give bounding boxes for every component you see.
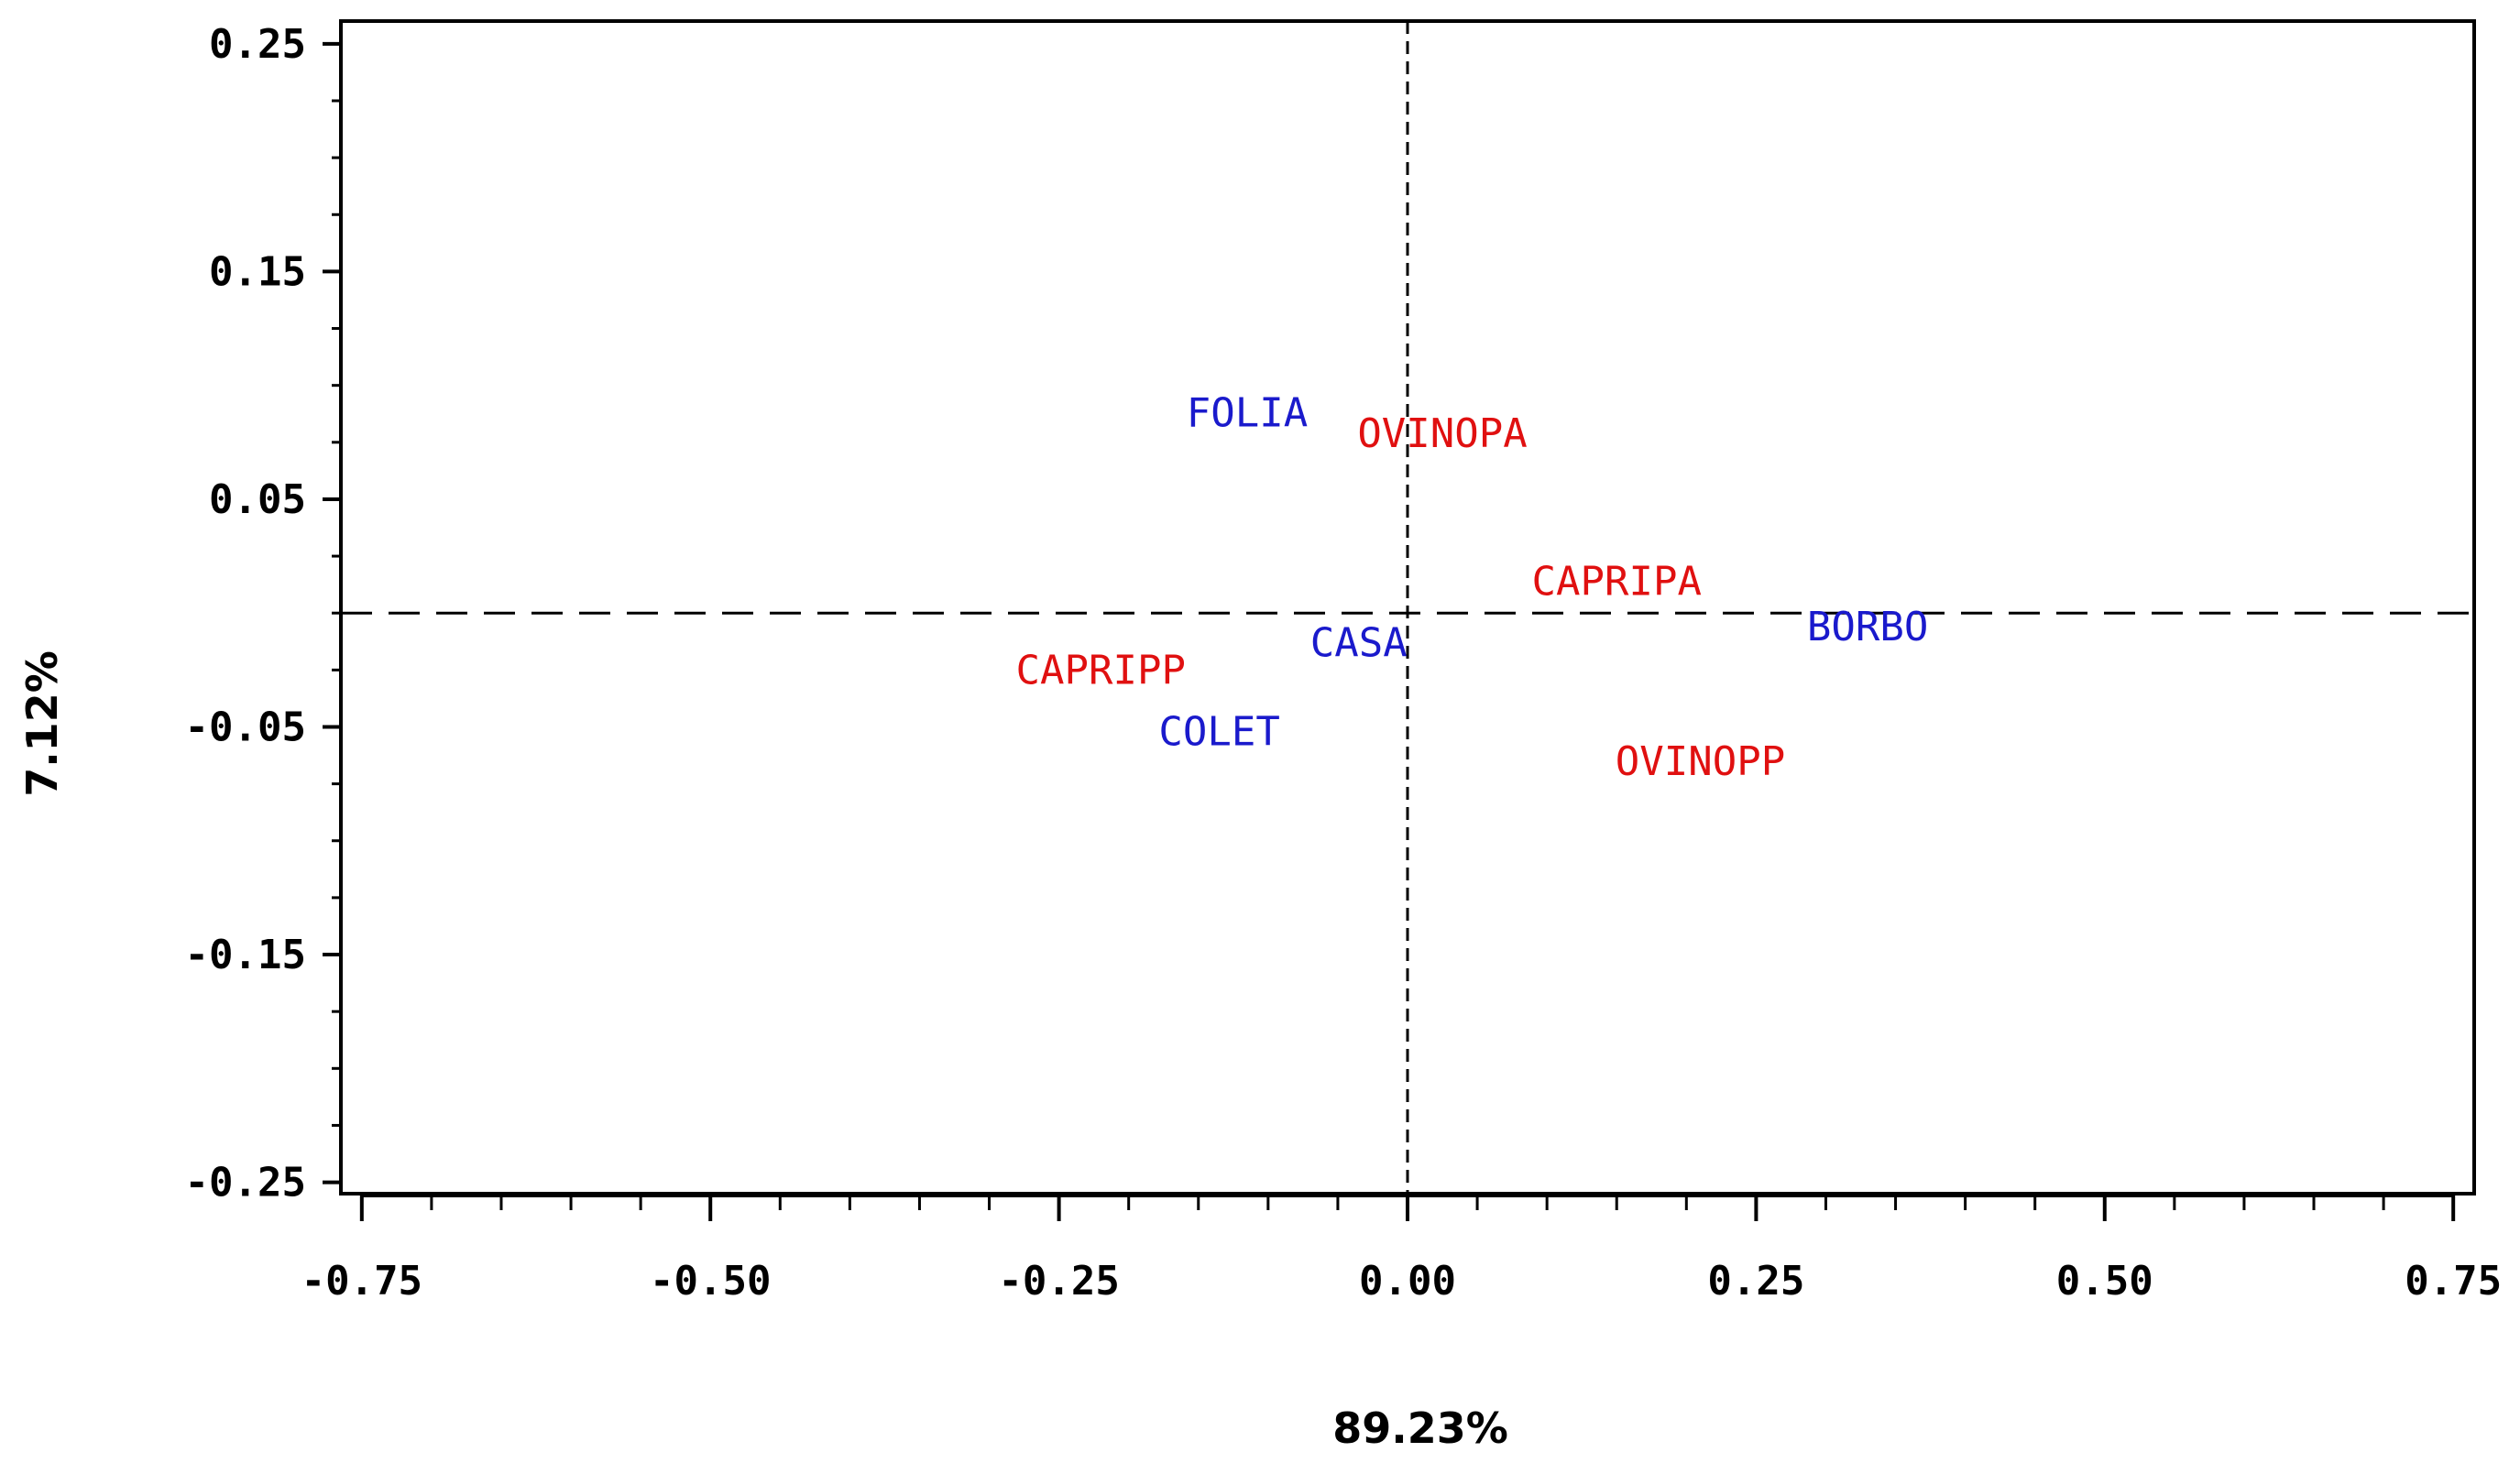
x-tick-label: 0.00 xyxy=(1359,1258,1456,1305)
y-tick-label: 0.25 xyxy=(209,21,306,68)
y-axis: 0.25 0.15 0.05 -0.05 -0.15 -0.25 xyxy=(185,21,341,1206)
reference-lines xyxy=(341,21,2474,1194)
point-label: CASA xyxy=(1310,620,1408,667)
y-tick-label: -0.05 xyxy=(185,704,306,750)
point-label: BORBO xyxy=(1807,604,1928,650)
y-tick-label: -0.25 xyxy=(185,1160,306,1206)
x-axis-title: 89.23% xyxy=(1332,1403,1508,1453)
point-label: COLET xyxy=(1158,708,1279,755)
x-tick-label: 0.75 xyxy=(2405,1258,2502,1305)
point-label: CAPRIPA xyxy=(1532,558,1702,605)
y-tick-label: 0.15 xyxy=(209,248,306,295)
y-tick-label: 0.05 xyxy=(209,476,306,523)
point-label: CAPRIPP xyxy=(1016,647,1186,693)
x-tick-label: -0.50 xyxy=(650,1258,771,1305)
point-labels: FOLIA OVINOPA CAPRIPA BORBO CASA CAPRIPP COLET… xyxy=(1016,389,1929,784)
point-label: OVINOPA xyxy=(1357,410,1527,457)
y-tick-label: -0.15 xyxy=(185,932,306,978)
point-label: OVINOPP xyxy=(1616,738,1785,785)
point-label: FOLIA xyxy=(1187,389,1308,436)
y-axis-title: 7.12% xyxy=(17,650,67,797)
x-tick-label: -0.25 xyxy=(998,1258,1119,1305)
x-tick-label: 0.25 xyxy=(1707,1258,1804,1305)
x-tick-label: -0.75 xyxy=(301,1258,422,1305)
x-axis: -0.75 -0.50 -0.25 0.00 0.25 0.50 0.75 xyxy=(301,1194,2502,1305)
x-tick-label: 0.50 xyxy=(2056,1258,2153,1305)
